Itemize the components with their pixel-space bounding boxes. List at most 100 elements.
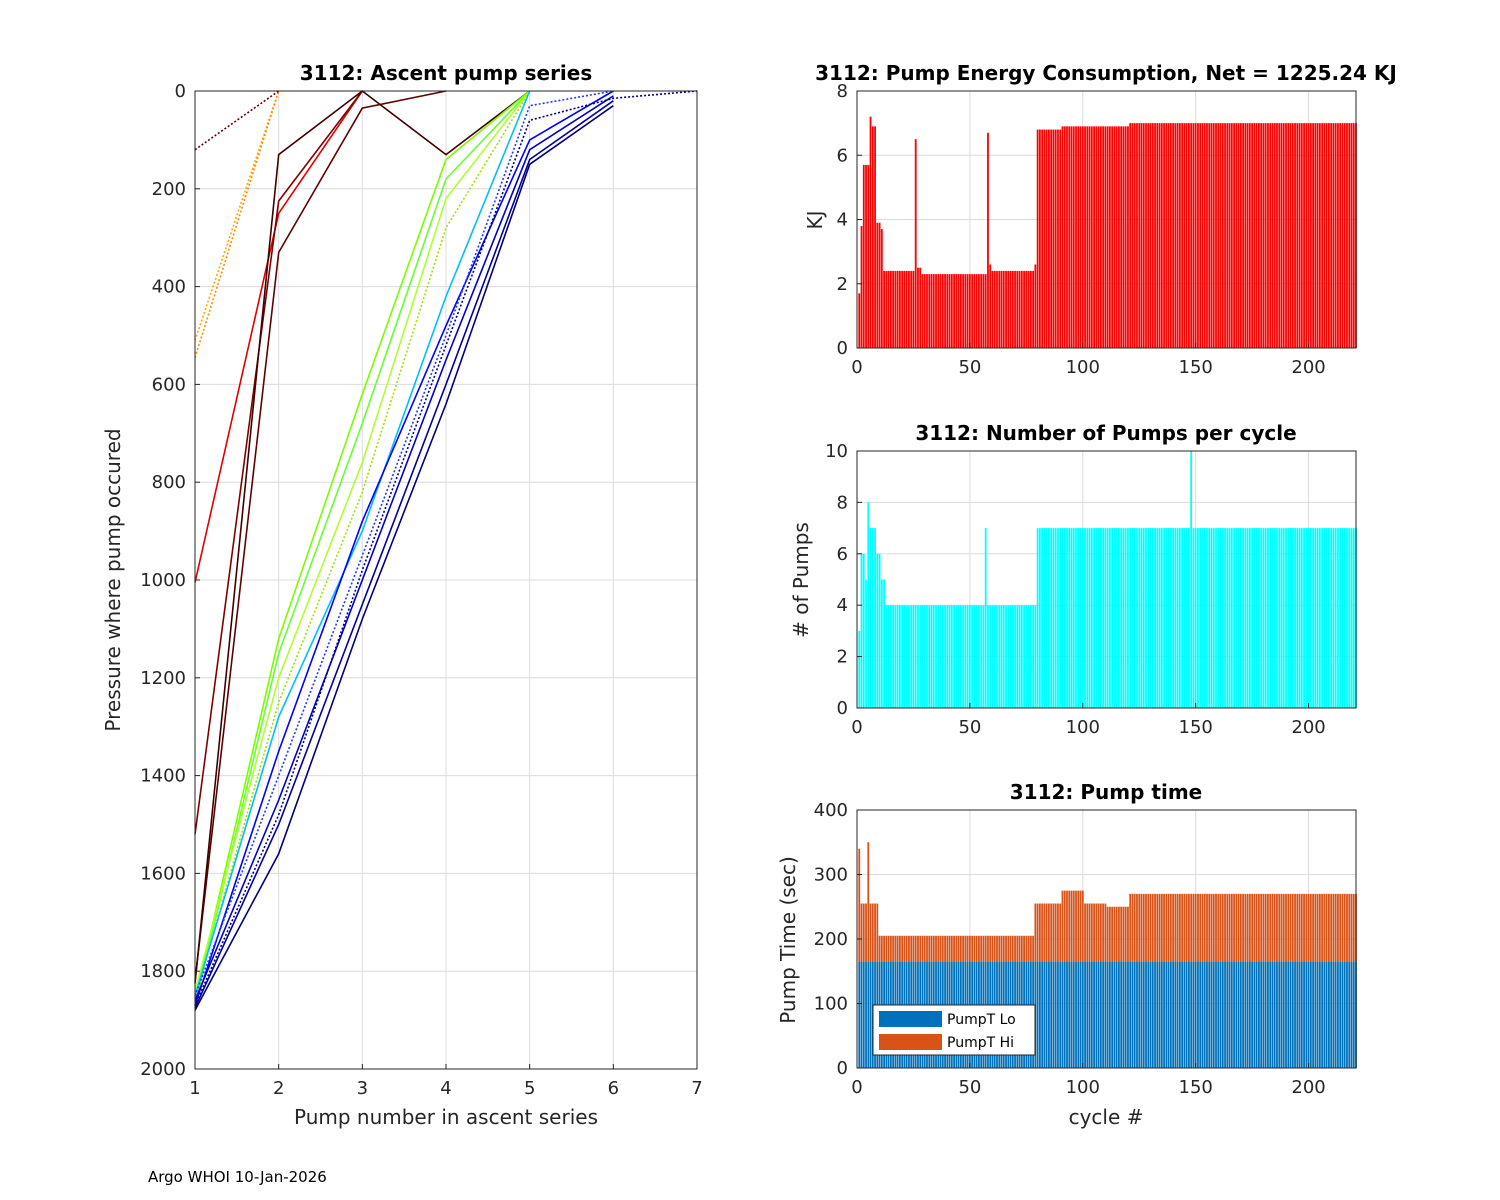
pumptime-bar-pumpt-lo	[1255, 961, 1258, 1068]
pumps-bar-value	[1210, 528, 1213, 708]
pumps-bar-value	[950, 605, 953, 708]
pumps-bar-value	[1147, 528, 1150, 708]
pumptime-bar-pumpt-lo	[1221, 961, 1224, 1068]
pumptime-bar-pumpt-hi	[1346, 893, 1348, 962]
energy-bar-value	[941, 274, 944, 348]
pumps-bar-value	[1258, 528, 1260, 708]
pumps-bar-value	[1120, 528, 1123, 708]
pumptime-bar-pumpt-hi	[1262, 893, 1265, 962]
energy-bar-value	[1203, 123, 1206, 349]
pumptime-bar-pumpt-hi	[1226, 893, 1229, 962]
pumptime-bar-pumpt-lo	[1294, 961, 1296, 1068]
pumps-bar-value	[1002, 605, 1005, 708]
pumptime-bar-pumpt-hi	[1034, 903, 1037, 962]
ascent-ytick-label: 1600	[140, 863, 186, 884]
energy-bar-value	[1199, 123, 1202, 349]
pumptime-bar-pumpt-lo	[1208, 961, 1211, 1068]
pumps-bar-value	[874, 528, 876, 708]
pumps-bar-value	[996, 605, 998, 708]
pumptime-bar-pumpt-hi	[953, 935, 955, 962]
energy-bar-value	[1174, 123, 1177, 349]
pumptime-bar-pumpt-lo	[1140, 961, 1143, 1068]
pumptime-bar-pumpt-hi	[1156, 893, 1159, 962]
energy-bar-value	[1163, 123, 1165, 349]
pumptime-bar-pumpt-hi	[1023, 935, 1025, 962]
pumptime-bar-pumpt-lo	[1296, 961, 1299, 1068]
pumps-bar-value	[980, 605, 983, 708]
pumptime-bar-pumpt-hi	[1016, 935, 1019, 962]
pumptime-bar-pumpt-hi	[1097, 903, 1100, 962]
energy-bar-value	[1339, 123, 1342, 349]
ascent-ylabel: Pressure where pump occured	[101, 428, 125, 731]
pumptime-bar-pumpt-hi	[1321, 893, 1324, 962]
pumptime-bar-pumpt-lo	[1278, 961, 1281, 1068]
pumps-bar-value	[1081, 528, 1084, 708]
energy-bar-value	[1147, 123, 1150, 349]
energy-bar-value	[1190, 123, 1193, 349]
ascent-series-blue-5	[194, 90, 698, 1006]
energy-bar-value	[980, 274, 983, 348]
energy-bar-value	[1210, 123, 1213, 349]
pumps-bar-value	[1334, 528, 1337, 708]
pumptime-bar-pumpt-hi	[1215, 893, 1217, 962]
pumps-bar-value	[1090, 528, 1093, 708]
energy-title: 3112: Pump Energy Consumption, Net = 122…	[815, 61, 1397, 85]
pumps-bar-value	[1346, 528, 1348, 708]
energy-bar-value	[1108, 126, 1111, 348]
pumptime-bar-pumpt-hi	[946, 935, 949, 962]
energy-bar-value	[862, 164, 865, 348]
pumps-bar-value	[998, 605, 1001, 708]
energy-bar-value	[962, 274, 965, 348]
energy-bar-value	[1321, 123, 1324, 349]
energy-ytick-label: 0	[837, 338, 848, 359]
pumptime-xtick-label: 200	[1291, 1077, 1325, 1098]
ascent-ytick-label: 0	[175, 81, 186, 102]
pumptime-bar-pumpt-lo	[1267, 961, 1269, 1068]
pumptime-ytick-label: 100	[814, 994, 848, 1015]
energy-bar-value	[944, 274, 946, 348]
energy-bar-value	[946, 274, 949, 348]
pumptime-bar-pumpt-hi	[860, 903, 863, 962]
pumptime-bar-pumpt-hi	[1199, 893, 1202, 962]
energy-bar-value	[1251, 123, 1254, 349]
pumps-bar-value	[1034, 605, 1037, 708]
energy-bar-value	[1346, 123, 1348, 349]
energy-bar-value	[1208, 123, 1211, 349]
ascent-series-darkred-1820	[194, 90, 447, 982]
energy-bar-value	[1325, 123, 1328, 349]
pumptime-bar-pumpt-lo	[1160, 961, 1163, 1068]
pumps-bar-value	[1072, 528, 1075, 708]
pumptime-bar-pumpt-lo	[1194, 961, 1197, 1068]
pumptime-bar-pumpt-lo	[1330, 961, 1333, 1068]
ascent-series-cyan-1	[194, 90, 531, 996]
pumps-bar-value	[1007, 605, 1010, 708]
pumps-bar-value	[1251, 528, 1254, 708]
pumps-bar-value	[1285, 528, 1287, 708]
energy-bar-value	[1237, 123, 1240, 349]
energy-bar-value	[1136, 123, 1138, 349]
pumptime-bar-pumpt-hi	[1066, 890, 1068, 962]
pumptime-bar-pumpt-hi	[1276, 893, 1278, 962]
pumptime-bar-pumpt-lo	[1093, 961, 1095, 1068]
pumps-bar-value	[1224, 528, 1226, 708]
pumptime-bar-pumpt-hi	[1258, 893, 1260, 962]
pumps-bar-value	[1052, 528, 1055, 708]
energy-bar-value	[1027, 270, 1030, 348]
pumptime-bar-pumpt-lo	[865, 961, 867, 1068]
pumps-bar-value	[1129, 528, 1132, 708]
pumptime-bar-pumpt-lo	[860, 961, 863, 1068]
pumps-title: 3112: Number of Pumps per cycle	[915, 421, 1296, 445]
pumptime-bar-pumpt-hi	[1337, 893, 1339, 962]
pumps-bar-value	[1237, 528, 1240, 708]
pumps-bar-value	[1314, 528, 1317, 708]
pumptime-bar-pumpt-lo	[1258, 961, 1260, 1068]
pumptime-bar-pumpt-hi	[1131, 893, 1134, 962]
pumptime-bar-pumpt-hi	[1341, 893, 1344, 962]
energy-bar-value	[1197, 123, 1199, 349]
energy-bar-value	[984, 274, 987, 348]
pumps-bar-value	[1197, 528, 1199, 708]
pumps-bar-value	[1084, 528, 1086, 708]
energy-bar-value	[1088, 126, 1091, 348]
pumptime-bar-pumpt-hi	[1233, 893, 1235, 962]
